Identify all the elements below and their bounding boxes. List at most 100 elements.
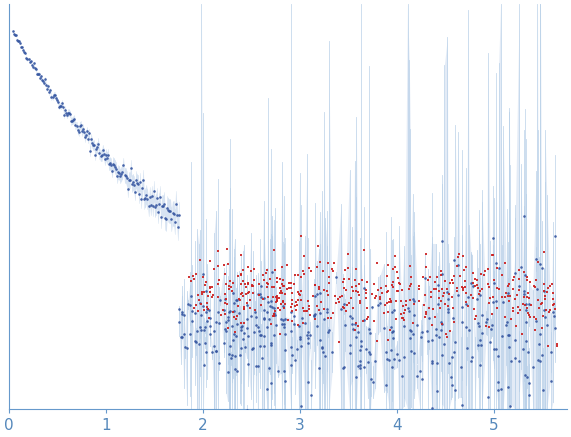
Point — [511, 323, 520, 330]
Point — [202, 305, 211, 312]
Point — [520, 294, 529, 301]
Point — [475, 361, 484, 368]
Point — [458, 283, 467, 290]
Point — [293, 272, 302, 279]
Point — [242, 284, 251, 291]
Point — [197, 290, 206, 297]
Point — [224, 309, 234, 316]
Point — [203, 306, 212, 313]
Point — [540, 314, 549, 321]
Point — [427, 294, 436, 301]
Point — [54, 103, 63, 110]
Point — [27, 61, 36, 68]
Point — [457, 364, 466, 371]
Point — [442, 286, 451, 293]
Point — [386, 298, 395, 305]
Point — [240, 319, 249, 326]
Point — [419, 302, 428, 309]
Point — [276, 316, 286, 323]
Point — [488, 321, 497, 328]
Point — [427, 322, 436, 329]
Point — [432, 387, 441, 394]
Point — [319, 287, 328, 294]
Point — [203, 318, 212, 325]
Point — [23, 56, 32, 63]
Point — [530, 326, 540, 333]
Point — [76, 121, 85, 128]
Point — [222, 328, 231, 335]
Point — [227, 284, 236, 291]
Point — [436, 304, 445, 311]
Point — [238, 292, 247, 299]
Point — [196, 323, 205, 330]
Point — [522, 294, 531, 301]
Point — [136, 195, 146, 202]
Point — [301, 308, 311, 315]
Point — [180, 312, 189, 319]
Point — [223, 245, 232, 252]
Point — [289, 321, 299, 328]
Point — [174, 211, 183, 218]
Point — [349, 325, 358, 332]
Point — [286, 343, 295, 350]
Point — [471, 418, 480, 425]
Point — [367, 304, 376, 311]
Point — [178, 310, 187, 317]
Point — [447, 294, 456, 301]
Point — [57, 100, 66, 107]
Point — [369, 317, 378, 324]
Point — [264, 365, 274, 372]
Point — [108, 160, 118, 167]
Point — [15, 40, 25, 47]
Point — [165, 208, 174, 215]
Point — [232, 312, 242, 319]
Point — [449, 273, 459, 280]
Point — [532, 255, 541, 262]
Point — [10, 31, 19, 38]
Point — [316, 259, 325, 266]
Point — [311, 315, 320, 322]
Point — [388, 281, 397, 288]
Point — [412, 373, 421, 380]
Point — [315, 310, 324, 317]
Point — [316, 289, 325, 296]
Point — [429, 286, 439, 293]
Point — [369, 280, 378, 287]
Point — [158, 203, 167, 210]
Point — [458, 284, 467, 291]
Point — [356, 361, 365, 368]
Point — [348, 314, 357, 321]
Point — [476, 287, 485, 294]
Point — [366, 329, 375, 336]
Point — [200, 281, 210, 288]
Point — [520, 212, 529, 219]
Point — [414, 286, 423, 293]
Point — [229, 299, 238, 306]
Point — [229, 331, 238, 338]
Point — [410, 312, 419, 319]
Point — [409, 350, 419, 357]
Point — [423, 327, 432, 334]
Point — [214, 247, 223, 254]
Point — [117, 170, 126, 177]
Point — [381, 283, 391, 290]
Point — [526, 302, 536, 309]
Point — [346, 349, 355, 356]
Point — [227, 287, 236, 294]
Point — [514, 287, 523, 294]
Point — [33, 70, 42, 77]
Point — [314, 307, 323, 314]
Point — [253, 323, 262, 330]
Point — [201, 348, 210, 355]
Point — [9, 31, 18, 38]
Point — [430, 279, 439, 286]
Point — [163, 204, 172, 211]
Point — [243, 290, 252, 297]
Point — [421, 309, 431, 316]
Point — [444, 295, 453, 302]
Point — [194, 292, 203, 299]
Point — [141, 194, 150, 201]
Point — [434, 301, 443, 308]
Point — [139, 176, 148, 183]
Point — [522, 374, 531, 381]
